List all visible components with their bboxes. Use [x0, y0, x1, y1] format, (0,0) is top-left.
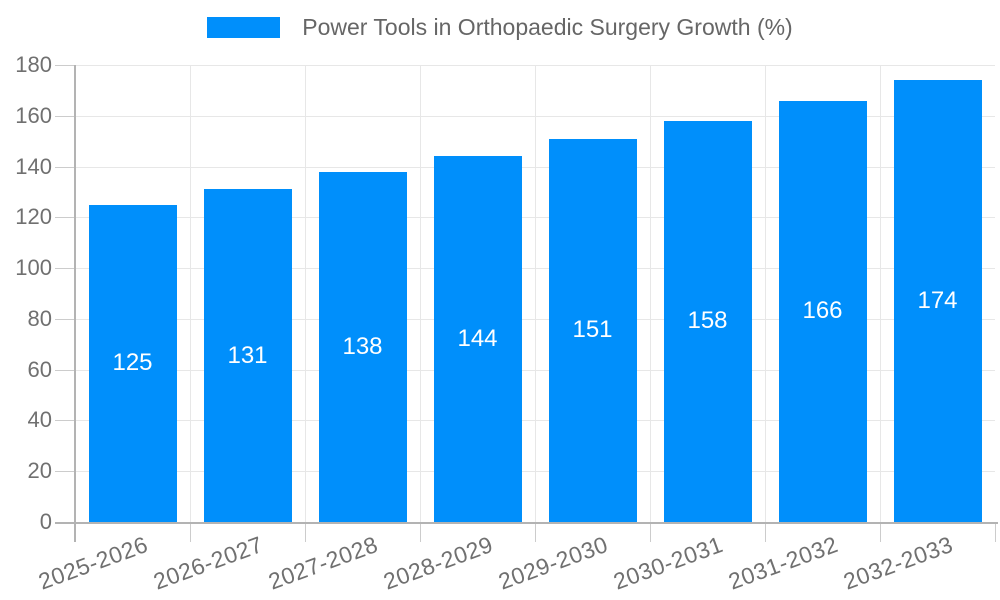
- y-axis-tick: [55, 318, 75, 320]
- y-tick-label: 140: [15, 153, 52, 179]
- legend-label: Power Tools in Orthopaedic Surgery Growt…: [302, 14, 793, 40]
- bar-value-label: 166: [802, 297, 843, 325]
- x-axis-tick: [650, 522, 651, 542]
- bar-2025-2026[interactable]: [88, 204, 177, 522]
- y-tick-label: 160: [15, 102, 52, 128]
- bar-2030-2031[interactable]: [663, 120, 752, 522]
- y-axis-tick: [55, 115, 75, 117]
- x-tick-label: 2030-2031: [609, 531, 727, 595]
- bar-2026-2027[interactable]: [203, 189, 292, 522]
- x-axis-tick: [420, 522, 421, 542]
- y-axis-tick: [55, 268, 75, 270]
- y-axis-tick: [55, 471, 75, 473]
- y-axis-tick: [55, 217, 75, 219]
- legend-swatch: [207, 17, 281, 38]
- x-tick-label: 2031-2032: [724, 531, 842, 595]
- x-grid-line: [765, 65, 766, 522]
- bar-2031-2032[interactable]: [778, 100, 867, 522]
- bar-2029-2030[interactable]: [548, 138, 637, 522]
- x-grid-line: [535, 65, 536, 522]
- x-tick-label: 2032-2033: [839, 531, 957, 595]
- x-grid-line: [420, 65, 421, 522]
- x-tick-label: 2029-2030: [494, 531, 612, 595]
- y-axis-tick: [55, 420, 75, 422]
- bar-value-label: 125: [112, 349, 153, 377]
- y-tick-label: 120: [15, 204, 52, 230]
- bar-value-label: 174: [917, 287, 958, 315]
- x-axis-tick: [765, 522, 766, 542]
- y-tick-label: 180: [15, 52, 52, 77]
- x-axis-tick: [995, 522, 996, 542]
- bar-2028-2029[interactable]: [433, 156, 522, 522]
- y-tick-label: 20: [27, 458, 52, 484]
- x-tick-label: 2025-2026: [34, 531, 152, 595]
- y-tick-label: 100: [15, 255, 52, 281]
- y-tick-label: 0: [39, 509, 52, 534]
- y-axis-tick: [55, 166, 75, 168]
- bar-value-label: 144: [457, 325, 498, 353]
- bar-value-label: 131: [227, 341, 268, 369]
- bar-value-label: 158: [687, 307, 728, 335]
- x-grid-line: [650, 65, 651, 522]
- bar-value-label: 151: [572, 316, 613, 344]
- y-tick-label: 40: [27, 407, 52, 433]
- x-grid-line: [880, 65, 881, 522]
- x-axis-tick: [190, 522, 191, 542]
- bar-2032-2033[interactable]: [893, 80, 982, 522]
- x-axis-tick: [305, 522, 306, 542]
- x-tick-label: 2027-2028: [264, 531, 382, 595]
- x-axis-line: [55, 522, 998, 524]
- y-axis-tick: [55, 369, 75, 371]
- y-tick-label: 60: [27, 356, 52, 382]
- legend: Power Tools in Orthopaedic Surgery Growt…: [0, 14, 1000, 41]
- y-tick-label: 80: [27, 305, 52, 331]
- x-tick-label: 2026-2027: [149, 531, 267, 595]
- bar-2027-2028[interactable]: [318, 171, 407, 522]
- y-axis-line: [74, 65, 76, 542]
- y-axis-tick: [55, 65, 75, 66]
- x-tick-label: 2028-2029: [379, 531, 497, 595]
- x-grid-line: [190, 65, 191, 522]
- bar-value-label: 138: [342, 332, 383, 360]
- x-grid-line: [305, 65, 306, 522]
- legend-item[interactable]: Power Tools in Orthopaedic Surgery Growt…: [207, 14, 793, 41]
- x-axis-tick: [880, 522, 881, 542]
- x-axis-tick: [535, 522, 536, 542]
